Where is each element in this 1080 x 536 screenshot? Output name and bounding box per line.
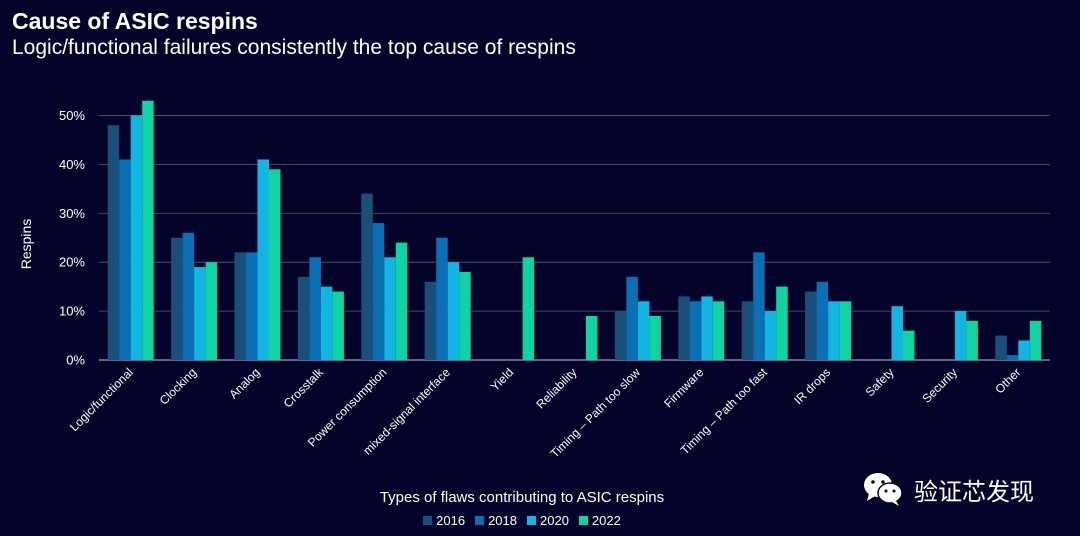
legend-item: 2022 [578,513,621,528]
bar-2016 [614,311,627,360]
bar-2016 [234,252,246,360]
x-category-label: Other [992,365,1023,396]
x-category-label: Crosstalk [281,365,327,411]
x-category-label: Reliability [533,365,579,411]
bar-2018 [626,276,638,360]
x-category-label: Logic/functional [67,365,136,434]
bar-2020 [320,286,333,360]
y-tick-label: 30% [59,206,85,221]
bar-2022 [839,301,852,360]
bar-2022 [459,271,471,360]
bar-2018 [119,159,131,360]
y-tick-label: 0% [66,353,85,368]
chart-subtitle: Logic/functional failures consistently t… [12,36,576,59]
chart-title: Cause of ASIC respins [12,8,258,34]
bar-2018 [372,223,385,360]
wechat-icon [864,473,903,506]
bar-2022 [586,315,598,360]
bar-2016 [297,276,310,360]
legend-swatch [578,516,588,525]
x-category-label: Yield [488,365,516,393]
bar-2022 [903,330,915,360]
bar-2022 [712,301,725,360]
y-axis-label: Respins [18,219,34,270]
bar-2020 [701,296,713,360]
legend-swatch [475,516,485,525]
bar-2018 [1006,355,1019,360]
bar-2022 [1029,320,1042,360]
bar-2016 [741,301,754,360]
bar-2016 [678,296,690,360]
bar-2020 [447,262,460,360]
bar-2020 [637,301,650,360]
bar-2020 [828,301,840,360]
bar-2020 [891,306,903,360]
bar-2020 [130,115,143,360]
watermark: 验证芯发现 [862,470,1034,508]
legend-label: 2022 [591,513,621,528]
bar-2022 [205,262,218,360]
bar-2020 [384,257,396,360]
legend-swatch [527,516,536,525]
bar-2018 [816,281,829,360]
y-tick-label: 40% [59,157,85,172]
bar-2022 [395,242,408,360]
y-axis-ticks: 0% 10% 20% 30% 40% 50% [59,108,85,368]
y-tick-label: 10% [59,304,85,319]
legend-label: 2016 [436,513,466,528]
bar-2018 [436,237,448,360]
x-axis-categories: Logic/functional Clocking Analog CrosstalkP… [67,365,1023,461]
bar-2022 [332,291,344,360]
legend-item: 2018 [475,513,517,528]
legend-label: 2018 [488,513,517,528]
y-tick-label: 20% [59,255,85,270]
bar-2020 [1018,340,1030,360]
x-category-label: Safety [863,365,897,399]
bar-2020 [257,159,269,360]
bar-2018 [309,257,321,360]
bars [107,100,1042,361]
bar-2020 [954,311,967,360]
bar-chart: 0% 10% 20% 30% 40% 50% Logic/functional Clocki… [18,100,1050,461]
bar-2018 [182,232,195,360]
bar-2022 [966,320,978,360]
bar-2016 [424,281,437,360]
bar-2022 [522,257,535,360]
bar-2022 [269,169,281,360]
bar-2016 [107,125,120,361]
legend-item: 2016 [423,513,465,528]
bar-2018 [246,252,258,360]
bar-2018 [753,252,765,360]
legend-item: 2020 [527,513,569,528]
bar-2016 [361,193,373,360]
bar-2020 [194,267,206,360]
x-category-label: Firmware [661,365,706,410]
legend-label: 2020 [540,513,569,528]
bar-2016 [171,237,183,360]
bar-2022 [776,286,788,360]
x-axis-label: Types of flaws contributing to ASIC resp… [379,489,665,506]
legend-swatch [423,516,433,525]
bar-2018 [689,301,702,360]
bar-2016 [995,335,1007,360]
x-category-label: Security [919,365,960,406]
bar-2022 [649,315,661,360]
x-category-label: IR drops [791,365,833,407]
watermark-text: 验证芯发现 [914,477,1034,506]
x-category-label: Analog [226,365,262,401]
bar-2020 [764,311,777,360]
bar-2016 [805,291,817,360]
x-category-label: Clocking [157,365,199,407]
bar-2022 [142,100,154,361]
y-tick-label: 50% [59,108,85,123]
legend: 2016 2018 2020 2022 [0,513,1044,528]
